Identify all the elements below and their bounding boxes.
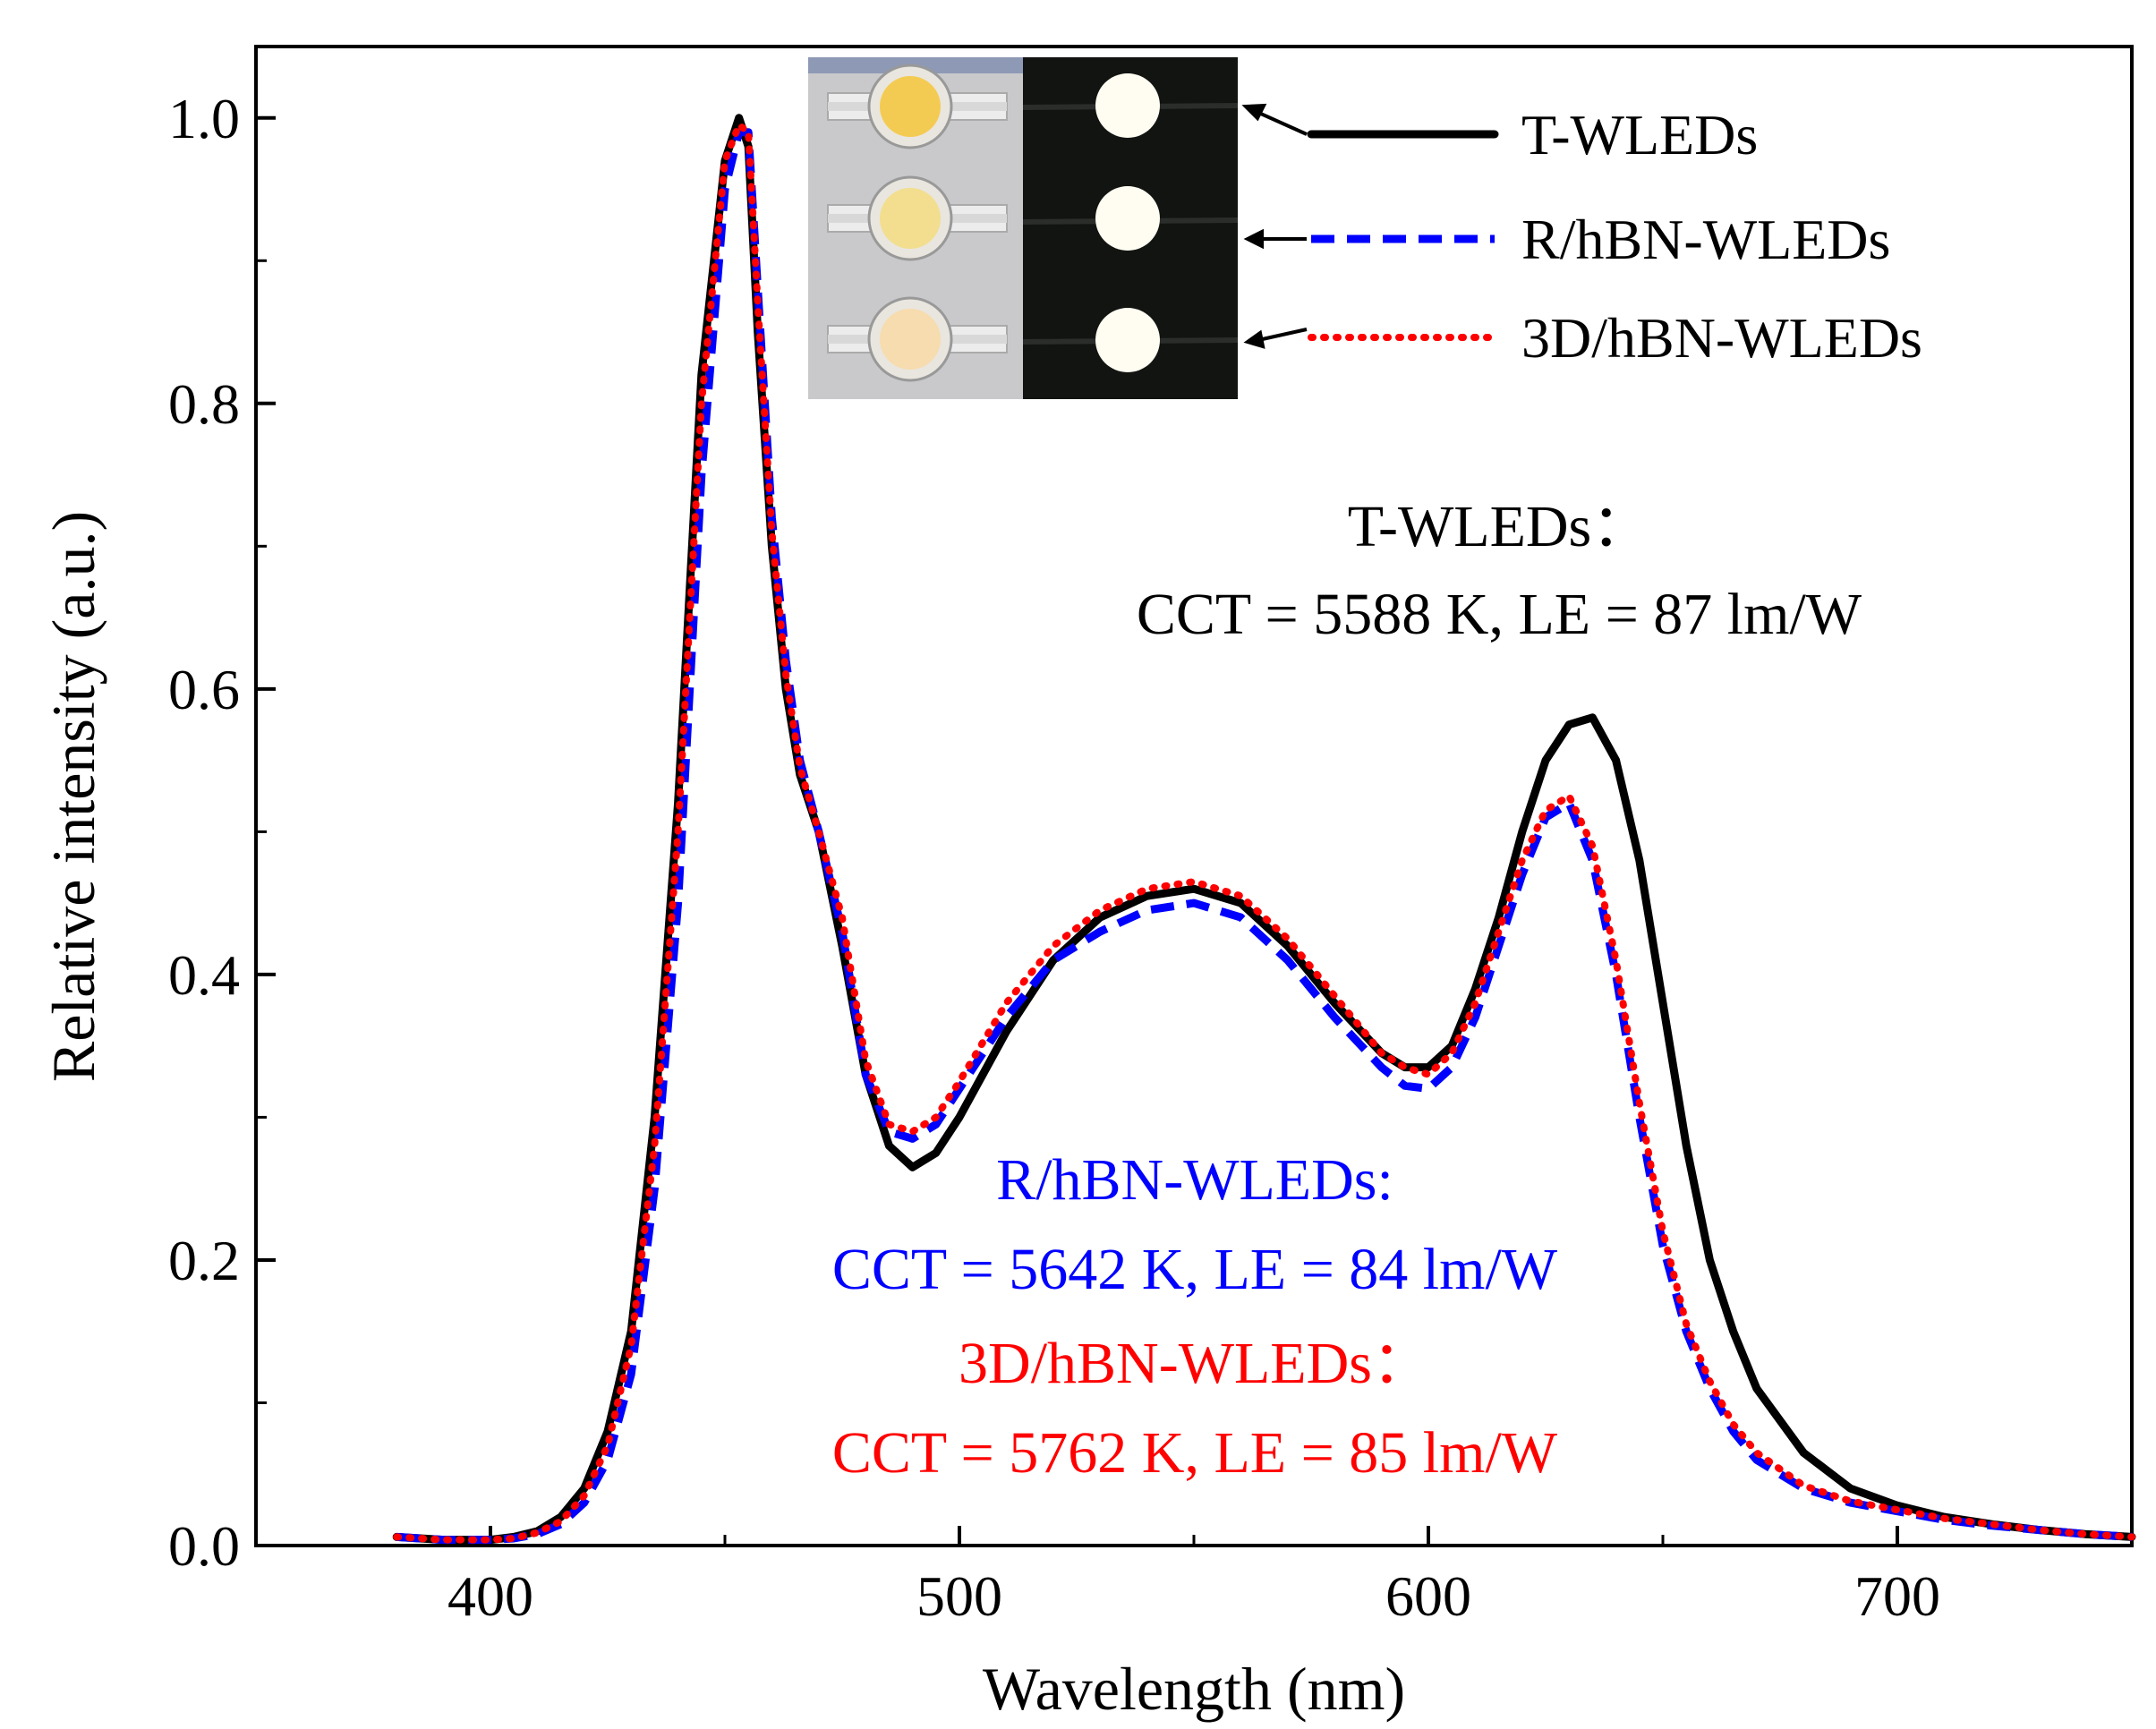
svg-text:R/hBN-WLEDs: R/hBN-WLEDs (1521, 208, 1890, 271)
legend-item-r-hbn-wleds: R/hBN-WLEDs (1311, 208, 1890, 271)
led-lit-1 (1095, 73, 1160, 138)
legend-item-3d-hbn-wleds: 3D/hBN-WLEDs (1308, 306, 1922, 370)
legend-item-t-wleds: T-WLEDs (1307, 103, 1758, 166)
svg-text:CCT = 5588 K, LE = 87 lm/W: CCT = 5588 K, LE = 87 lm/W (1137, 582, 1862, 647)
y-axis-ticks: 0.0 0.2 0.4 0.6 0.8 1.0 (168, 87, 276, 1578)
y-axis-title: Relative intensity (a.u.) (39, 511, 107, 1082)
y-tick-label: 0.0 (168, 1514, 240, 1578)
svg-text:CCT = 5642 K, LE = 84 lm/W: CCT = 5642 K, LE = 84 lm/W (832, 1237, 1558, 1302)
annotation-t-wleds: T-WLEDs： CCT = 5588 K, LE = 87 lm/W (1137, 494, 1862, 647)
svg-text:CCT = 5762 K, LE = 85 lm/W: CCT = 5762 K, LE = 85 lm/W (832, 1420, 1558, 1486)
led-photo-icon (808, 57, 1308, 399)
led-module-unlit-2 (827, 175, 1008, 261)
svg-text:3D/hBN-WLEDs：: 3D/hBN-WLEDs： (959, 1331, 1431, 1396)
svg-text:3D/hBN-WLEDs: 3D/hBN-WLEDs (1521, 306, 1922, 370)
arrow-icon (1241, 103, 1308, 349)
x-tick-label: 600 (1385, 1564, 1471, 1628)
y-tick-label: 0.4 (168, 943, 240, 1007)
svg-text:T-WLEDs: T-WLEDs (1521, 103, 1758, 166)
x-tick-label: 500 (916, 1564, 1002, 1628)
y-tick-label: 0.6 (168, 658, 240, 721)
annotation-3d-hbn-wleds: 3D/hBN-WLEDs： CCT = 5762 K, LE = 85 lm/W (832, 1331, 1558, 1486)
x-tick-label: 400 (447, 1564, 533, 1628)
led-module-unlit-3 (827, 296, 1008, 382)
y-tick-label: 1.0 (168, 87, 240, 150)
series-line-3d-hbn-wleds (393, 121, 2135, 1544)
led-lit-2 (1095, 186, 1160, 251)
led-module-unlit-1 (827, 64, 1008, 149)
y-tick-label: 0.8 (168, 372, 240, 436)
x-axis-title: Wavelength (nm) (983, 1655, 1405, 1723)
series-layer (392, 114, 2136, 1545)
legend: T-WLEDs R/hBN-WLEDs 3D/hBN-WLEDs (1307, 103, 1922, 370)
annotation-r-hbn-wleds: R/hBN-WLEDs: CCT = 5642 K, LE = 84 lm/W (832, 1147, 1558, 1302)
series-line-r-hbn-wleds (396, 128, 2133, 1545)
svg-text:R/hBN-WLEDs:: R/hBN-WLEDs: (996, 1147, 1393, 1213)
x-tick-label: 700 (1854, 1564, 1940, 1628)
led-lit-3 (1095, 308, 1160, 372)
svg-text:T-WLEDs：: T-WLEDs： (1348, 494, 1651, 559)
y-tick-label: 0.2 (168, 1229, 240, 1292)
x-axis-ticks: 400 500 600 700 (254, 1526, 2134, 1628)
